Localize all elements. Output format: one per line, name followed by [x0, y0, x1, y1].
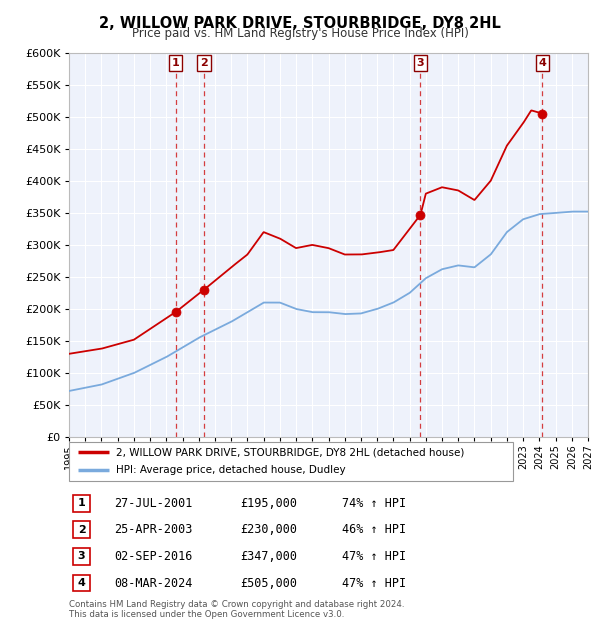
- Text: 74% ↑ HPI: 74% ↑ HPI: [342, 497, 406, 510]
- Text: £230,000: £230,000: [240, 523, 297, 536]
- Text: £195,000: £195,000: [240, 497, 297, 510]
- Text: £347,000: £347,000: [240, 550, 297, 563]
- Text: 1: 1: [172, 58, 179, 68]
- Text: 2, WILLOW PARK DRIVE, STOURBRIDGE, DY8 2HL: 2, WILLOW PARK DRIVE, STOURBRIDGE, DY8 2…: [99, 16, 501, 30]
- Text: 3: 3: [78, 551, 85, 562]
- Text: 2: 2: [200, 58, 208, 68]
- Text: 1: 1: [78, 498, 85, 508]
- Text: HPI: Average price, detached house, Dudley: HPI: Average price, detached house, Dudl…: [116, 465, 345, 475]
- Text: 27-JUL-2001: 27-JUL-2001: [114, 497, 193, 510]
- Text: 47% ↑ HPI: 47% ↑ HPI: [342, 577, 406, 590]
- Text: 3: 3: [416, 58, 424, 68]
- Text: Price paid vs. HM Land Registry's House Price Index (HPI): Price paid vs. HM Land Registry's House …: [131, 27, 469, 40]
- Text: 25-APR-2003: 25-APR-2003: [114, 523, 193, 536]
- Text: 02-SEP-2016: 02-SEP-2016: [114, 550, 193, 563]
- Text: Contains HM Land Registry data © Crown copyright and database right 2024.
This d: Contains HM Land Registry data © Crown c…: [69, 600, 404, 619]
- Text: 08-MAR-2024: 08-MAR-2024: [114, 577, 193, 590]
- Text: 46% ↑ HPI: 46% ↑ HPI: [342, 523, 406, 536]
- Text: 47% ↑ HPI: 47% ↑ HPI: [342, 550, 406, 563]
- Text: 4: 4: [77, 578, 86, 588]
- Text: 2: 2: [78, 525, 85, 535]
- Text: 2, WILLOW PARK DRIVE, STOURBRIDGE, DY8 2HL (detached house): 2, WILLOW PARK DRIVE, STOURBRIDGE, DY8 2…: [116, 448, 464, 458]
- Text: £505,000: £505,000: [240, 577, 297, 590]
- Text: 4: 4: [538, 58, 547, 68]
